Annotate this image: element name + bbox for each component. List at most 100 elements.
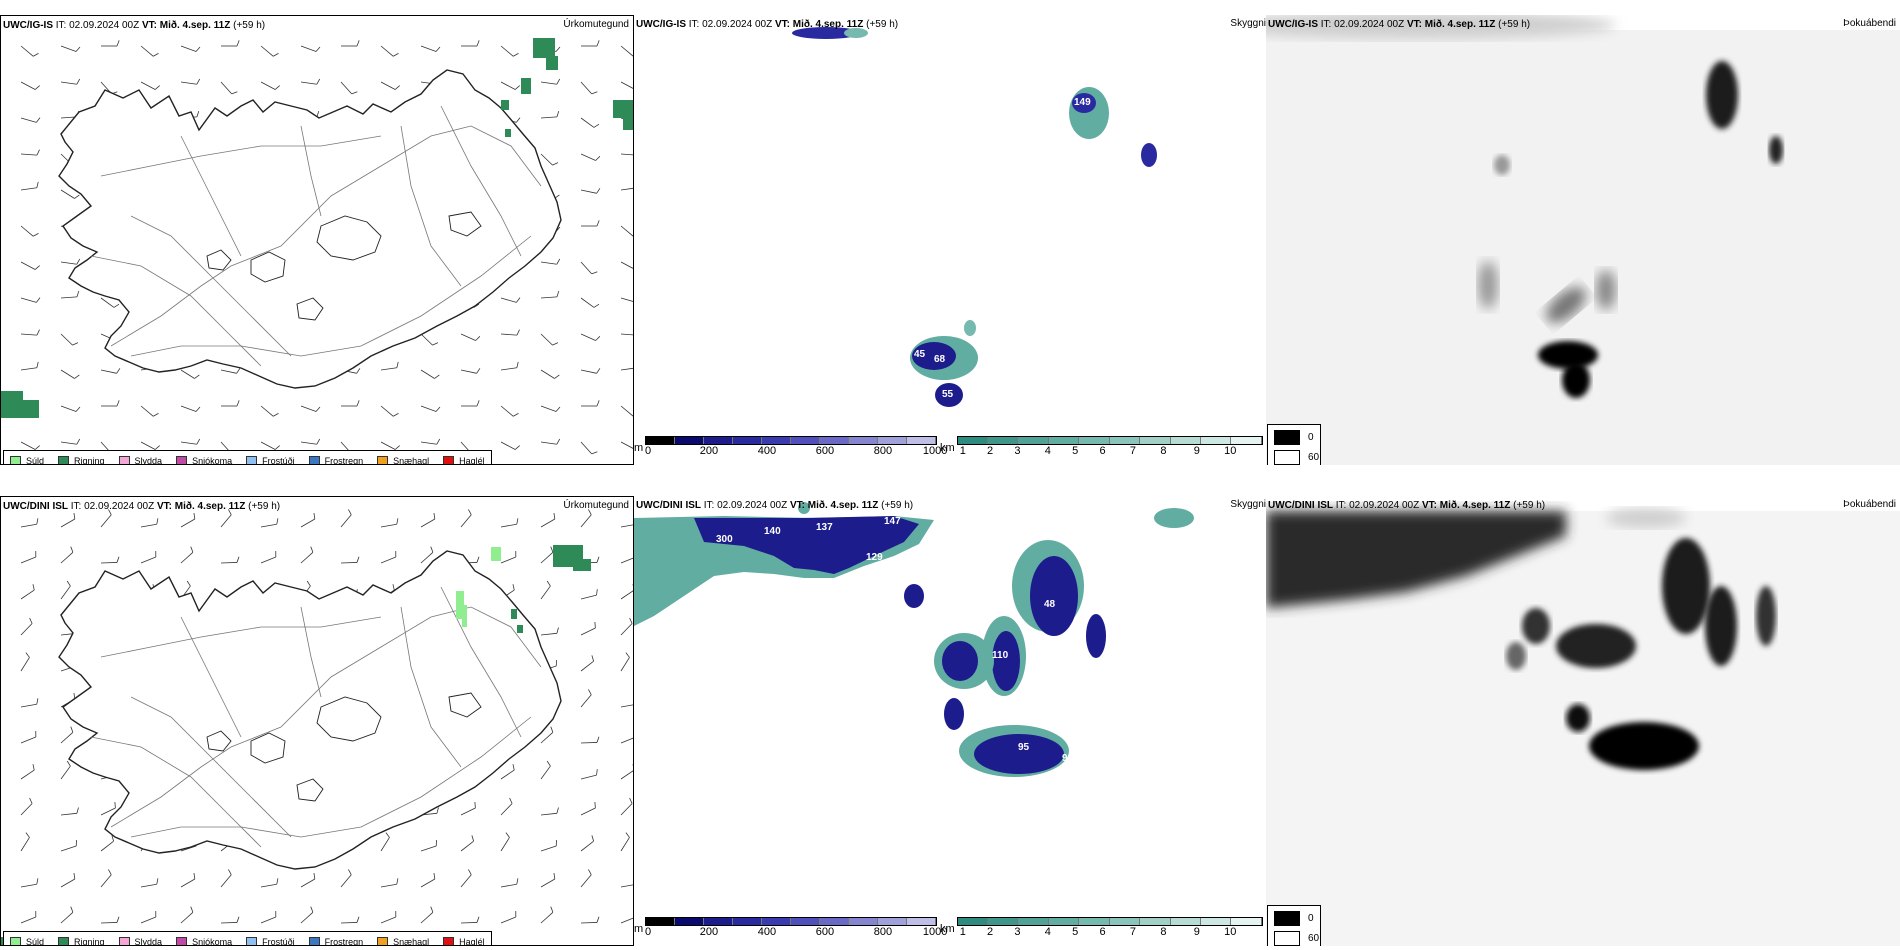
fog-high-swatch	[1274, 911, 1300, 926]
wind-barb	[180, 518, 196, 528]
colorbar-segment	[1109, 918, 1141, 925]
wind-barb-flag	[512, 764, 515, 771]
vt-value: Mið. 4.sep. 11Z	[792, 19, 864, 30]
legend-item: Snæhagl	[377, 455, 429, 464]
ceiling-label: 300	[716, 534, 733, 545]
legend-swatch	[377, 936, 389, 945]
wind-barb-flag	[156, 878, 159, 885]
wind-barb	[620, 737, 633, 744]
wind-barb	[540, 878, 556, 888]
wind-barb-flag	[76, 258, 81, 265]
wind-barb	[580, 297, 595, 308]
wind-barb	[620, 367, 633, 371]
wind-barb-flag	[36, 117, 41, 123]
wind-barb	[460, 807, 476, 816]
wind-barb-flag	[66, 760, 71, 767]
wind-barb	[500, 769, 515, 780]
wind-barb-flag	[555, 46, 561, 52]
legend-swatch	[377, 455, 389, 464]
visibility-colorbar: km 1 2 3 4 5 6 7 8 9 10	[940, 436, 1263, 457]
ceiling-label: 93	[1062, 753, 1074, 764]
wind-barb-flag	[433, 513, 436, 520]
wind-barb	[540, 153, 553, 166]
wind-barb	[140, 883, 157, 888]
wind-barb	[420, 405, 437, 412]
model-name: UWC/IG-IS	[1268, 19, 1318, 30]
legend-item: Frostúði	[246, 455, 295, 464]
wind-barb	[500, 916, 516, 924]
legend-swatch	[10, 936, 21, 945]
wind-barb	[20, 556, 36, 564]
wind-barb	[500, 803, 513, 816]
wind-barb	[580, 874, 592, 888]
wind-barb-flag	[476, 400, 480, 407]
wind-barb	[20, 736, 36, 744]
colorbar-segment	[791, 437, 821, 444]
wind-barb-flag	[231, 91, 238, 95]
wind-barb	[580, 117, 595, 128]
it-label: IT:	[55, 20, 67, 31]
wind-barb-flag	[552, 342, 559, 346]
wind-barb-flag	[476, 40, 480, 47]
wind-barb-flag	[274, 445, 280, 450]
wind-barb	[540, 585, 551, 600]
wind-barb-flag	[75, 406, 81, 412]
colorbar-tick: 5	[1072, 445, 1079, 457]
legend-label: Frostregn	[324, 937, 364, 946]
wind-barb-flag	[34, 85, 40, 90]
wind-barb-flag	[190, 906, 194, 913]
wind-barb	[420, 911, 434, 924]
wind-barb-flag	[396, 361, 399, 368]
wind-barb-flag	[471, 835, 474, 842]
panel-title: Skyggni	[1230, 18, 1266, 29]
colorbar-tick: 2	[987, 926, 994, 938]
wind-barb-flag	[505, 832, 510, 838]
colorbar-tick: 7	[1129, 926, 1137, 938]
panel-fog-indicator-bottom: UWC/DINI ISL IT: 02.09.2024 00Z VT: Mið.…	[1266, 496, 1900, 946]
vt-label: VT:	[141, 20, 157, 31]
wind-barb	[580, 694, 592, 708]
legend-swatch	[246, 936, 258, 945]
colorbar-tick: 600	[815, 926, 835, 938]
wind-barb	[620, 884, 633, 888]
wind-barb	[260, 441, 276, 450]
colorbar-tick: 1000	[922, 445, 948, 457]
wind-barb	[140, 405, 154, 417]
wind-barb	[460, 333, 476, 341]
wind-barb-flag	[116, 40, 120, 47]
colorbar-segment	[988, 437, 1019, 444]
colorbar-tick: 600	[815, 445, 835, 457]
it-value: 02.09.2024 00Z	[702, 19, 773, 30]
wind-barb	[140, 523, 157, 528]
panel-precip-type-top: UWC/IG-IS IT: 02.09.2024 00Z VT: Mið. 4.…	[0, 15, 634, 465]
wind-barb	[500, 45, 514, 57]
wind-barb-flag	[516, 117, 521, 123]
wind-barb-flag	[36, 181, 39, 188]
drizzle-areas	[456, 547, 501, 627]
ceiling-value-labels: 149 68 45 55	[914, 97, 1091, 400]
wind-barb-flag	[516, 361, 519, 368]
wind-barb-flag	[468, 509, 472, 515]
wind-barb-flag	[356, 916, 360, 923]
legend-item: Slydda	[118, 936, 162, 945]
wind-barb-flag	[276, 518, 279, 525]
wind-barb-flag	[396, 878, 399, 885]
wind-barb	[620, 187, 633, 191]
wind-barb-flag	[351, 91, 358, 95]
wind-barb	[620, 45, 633, 57]
model-name: UWC/DINI ISL	[636, 500, 701, 511]
wind-barb	[140, 916, 156, 924]
wind-barb-flag	[25, 832, 30, 838]
colorbar-segment	[1231, 437, 1262, 444]
ceiling-label: 137	[816, 522, 833, 533]
wind-barb-flag	[310, 546, 314, 553]
wind-barb	[580, 189, 597, 194]
wind-barb	[380, 523, 397, 528]
it-label: IT:	[1335, 500, 1347, 511]
wind-barb-flag	[625, 652, 630, 658]
wind-barb-flag	[310, 906, 314, 913]
wind-barb	[540, 812, 557, 816]
wind-barb	[420, 878, 436, 888]
wind-barb-flag	[29, 797, 33, 804]
colorbar-tick: 1	[959, 445, 966, 457]
